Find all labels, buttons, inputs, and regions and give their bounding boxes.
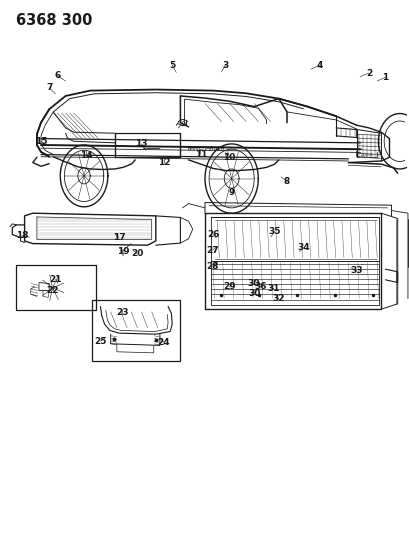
Text: 15: 15 (35, 137, 47, 146)
Text: 18: 18 (16, 231, 29, 240)
Text: 23: 23 (116, 309, 128, 317)
Text: 1: 1 (381, 73, 388, 82)
Text: 28: 28 (206, 262, 218, 271)
Text: 9: 9 (228, 189, 234, 197)
Text: 36: 36 (254, 282, 266, 291)
Text: 22: 22 (46, 286, 58, 295)
Text: 31: 31 (267, 285, 279, 293)
Text: 6: 6 (54, 71, 61, 80)
Text: 35: 35 (268, 228, 280, 236)
Text: 11: 11 (194, 150, 207, 159)
Text: 10: 10 (223, 153, 235, 161)
Text: 6368 300: 6368 300 (16, 13, 92, 28)
Text: RAMCHARGER: RAMCHARGER (188, 146, 225, 151)
Text: 34: 34 (297, 244, 309, 252)
Text: 5: 5 (169, 61, 175, 69)
Text: 26: 26 (207, 230, 219, 239)
Text: 3: 3 (222, 61, 228, 69)
Text: 17: 17 (112, 233, 125, 241)
Text: 29: 29 (223, 282, 235, 291)
Text: 21: 21 (49, 275, 61, 284)
Bar (16, 265, 96, 310)
Text: 24: 24 (157, 338, 170, 346)
Text: 30: 30 (247, 289, 260, 297)
Text: 2: 2 (365, 69, 371, 77)
Text: 30: 30 (247, 279, 259, 288)
Text: 7: 7 (46, 84, 52, 92)
Text: 8: 8 (283, 177, 290, 185)
Text: 25: 25 (94, 337, 106, 345)
Text: 13: 13 (135, 140, 147, 148)
Text: 27: 27 (206, 246, 218, 255)
Text: DODGE: DODGE (360, 152, 373, 157)
Bar (92, 300, 180, 361)
Text: 20: 20 (131, 249, 143, 258)
Text: 14: 14 (80, 151, 92, 160)
Text: 19: 19 (117, 247, 129, 256)
Text: 12: 12 (157, 158, 170, 167)
Text: 4: 4 (316, 61, 322, 69)
Text: 32: 32 (272, 294, 284, 303)
Text: 33: 33 (350, 266, 362, 275)
